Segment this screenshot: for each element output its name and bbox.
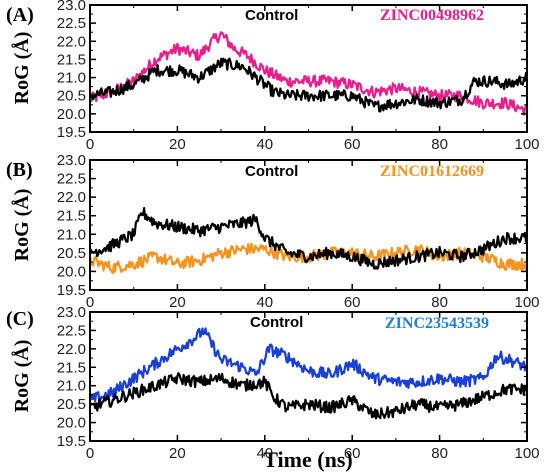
x-tick-label: 100 <box>514 445 539 462</box>
x-tick-label: 20 <box>169 294 186 311</box>
y-tick-label: 20.0 <box>57 106 86 123</box>
legend-ligand: ZINC23543539 <box>385 315 489 332</box>
y-tick-label: 23.0 <box>57 152 86 169</box>
y-tick-label: 22.5 <box>57 171 86 188</box>
y-tick-label: 21.5 <box>57 51 86 68</box>
panel-1: 19.5 20.020.5 21.021.5 22.022.5 23.0 0 20 40 60 8… <box>6 152 540 311</box>
y-axis-label: RoG (Å) <box>10 189 33 262</box>
x-tick-label: 60 <box>344 445 361 462</box>
legend-control: Control <box>250 314 303 331</box>
legend-control: Control <box>245 163 298 180</box>
y-tick-label: 21.5 <box>57 208 86 225</box>
y-tick-label: 19.5 <box>57 433 86 450</box>
x-tick-label: 80 <box>431 136 448 153</box>
y-tick-label: 23.0 <box>57 0 86 14</box>
y-tick-label: 21.0 <box>57 378 86 395</box>
control-line <box>88 372 528 420</box>
x-tick-label: 40 <box>256 445 273 462</box>
y-tick-label: 20.0 <box>57 415 86 432</box>
panel-tag: (A) <box>6 4 34 26</box>
x-tick-label: 40 <box>256 294 273 311</box>
y-tick-label: 21.0 <box>57 70 86 87</box>
ligand-line <box>88 242 529 275</box>
x-tick-label: 20 <box>169 445 186 462</box>
legend-ligand: ZINC01612669 <box>380 163 484 180</box>
legend-ligand: ZINC00498962 <box>380 7 484 24</box>
x-tick-label: 80 <box>431 445 448 462</box>
panel-tag: (C) <box>6 308 34 330</box>
panel-0: 19.520.020.521.0 21.522.022.523.0 0 20 40 60 8… <box>6 0 540 153</box>
x-tick-label: 0 <box>86 136 94 153</box>
control-line <box>89 207 529 270</box>
panel-2: 19.520.0 20.521.0 21.522.0 22.523.0 0 20 40 60 8… <box>6 304 540 462</box>
x-tick-label: 60 <box>344 136 361 153</box>
ligand-line <box>89 327 528 404</box>
x-tick-label: 20 <box>169 136 186 153</box>
y-tick-label: 20.5 <box>57 88 86 105</box>
y-axis-label: RoG (Å) <box>10 340 33 413</box>
y-tick-label: 22.0 <box>57 33 86 50</box>
x-tick-label: 100 <box>514 294 539 311</box>
control-line <box>88 57 528 113</box>
y-tick-label: 19.5 <box>57 282 86 299</box>
y-tick-label: 20.5 <box>57 396 86 413</box>
ligand-line <box>88 31 528 116</box>
x-tick-label: 100 <box>514 136 539 153</box>
legend-control: Control <box>245 7 298 24</box>
y-tick-label: 22.0 <box>57 341 86 358</box>
panel-tag: (B) <box>6 159 33 181</box>
y-tick-label: 20.5 <box>57 245 86 262</box>
y-tick-label: 21.5 <box>57 359 86 376</box>
y-axis-label: RoG (Å) <box>10 32 33 105</box>
y-tick-label: 21.0 <box>57 226 86 243</box>
y-tick-label: 23.0 <box>57 304 86 321</box>
x-tick-label: 0 <box>86 294 94 311</box>
x-tick-label: 80 <box>431 294 448 311</box>
x-tick-label: 40 <box>256 136 273 153</box>
y-tick-label: 20.0 <box>57 263 86 280</box>
y-tick-label: 22.5 <box>57 322 86 339</box>
x-tick-label: 60 <box>344 294 361 311</box>
y-tick-label: 22.0 <box>57 189 86 206</box>
x-axis-label: Time (ns) <box>263 447 352 472</box>
y-tick-label: 19.5 <box>57 124 86 141</box>
y-tick-label: 22.5 <box>57 15 86 32</box>
x-tick-label: 0 <box>86 445 94 462</box>
